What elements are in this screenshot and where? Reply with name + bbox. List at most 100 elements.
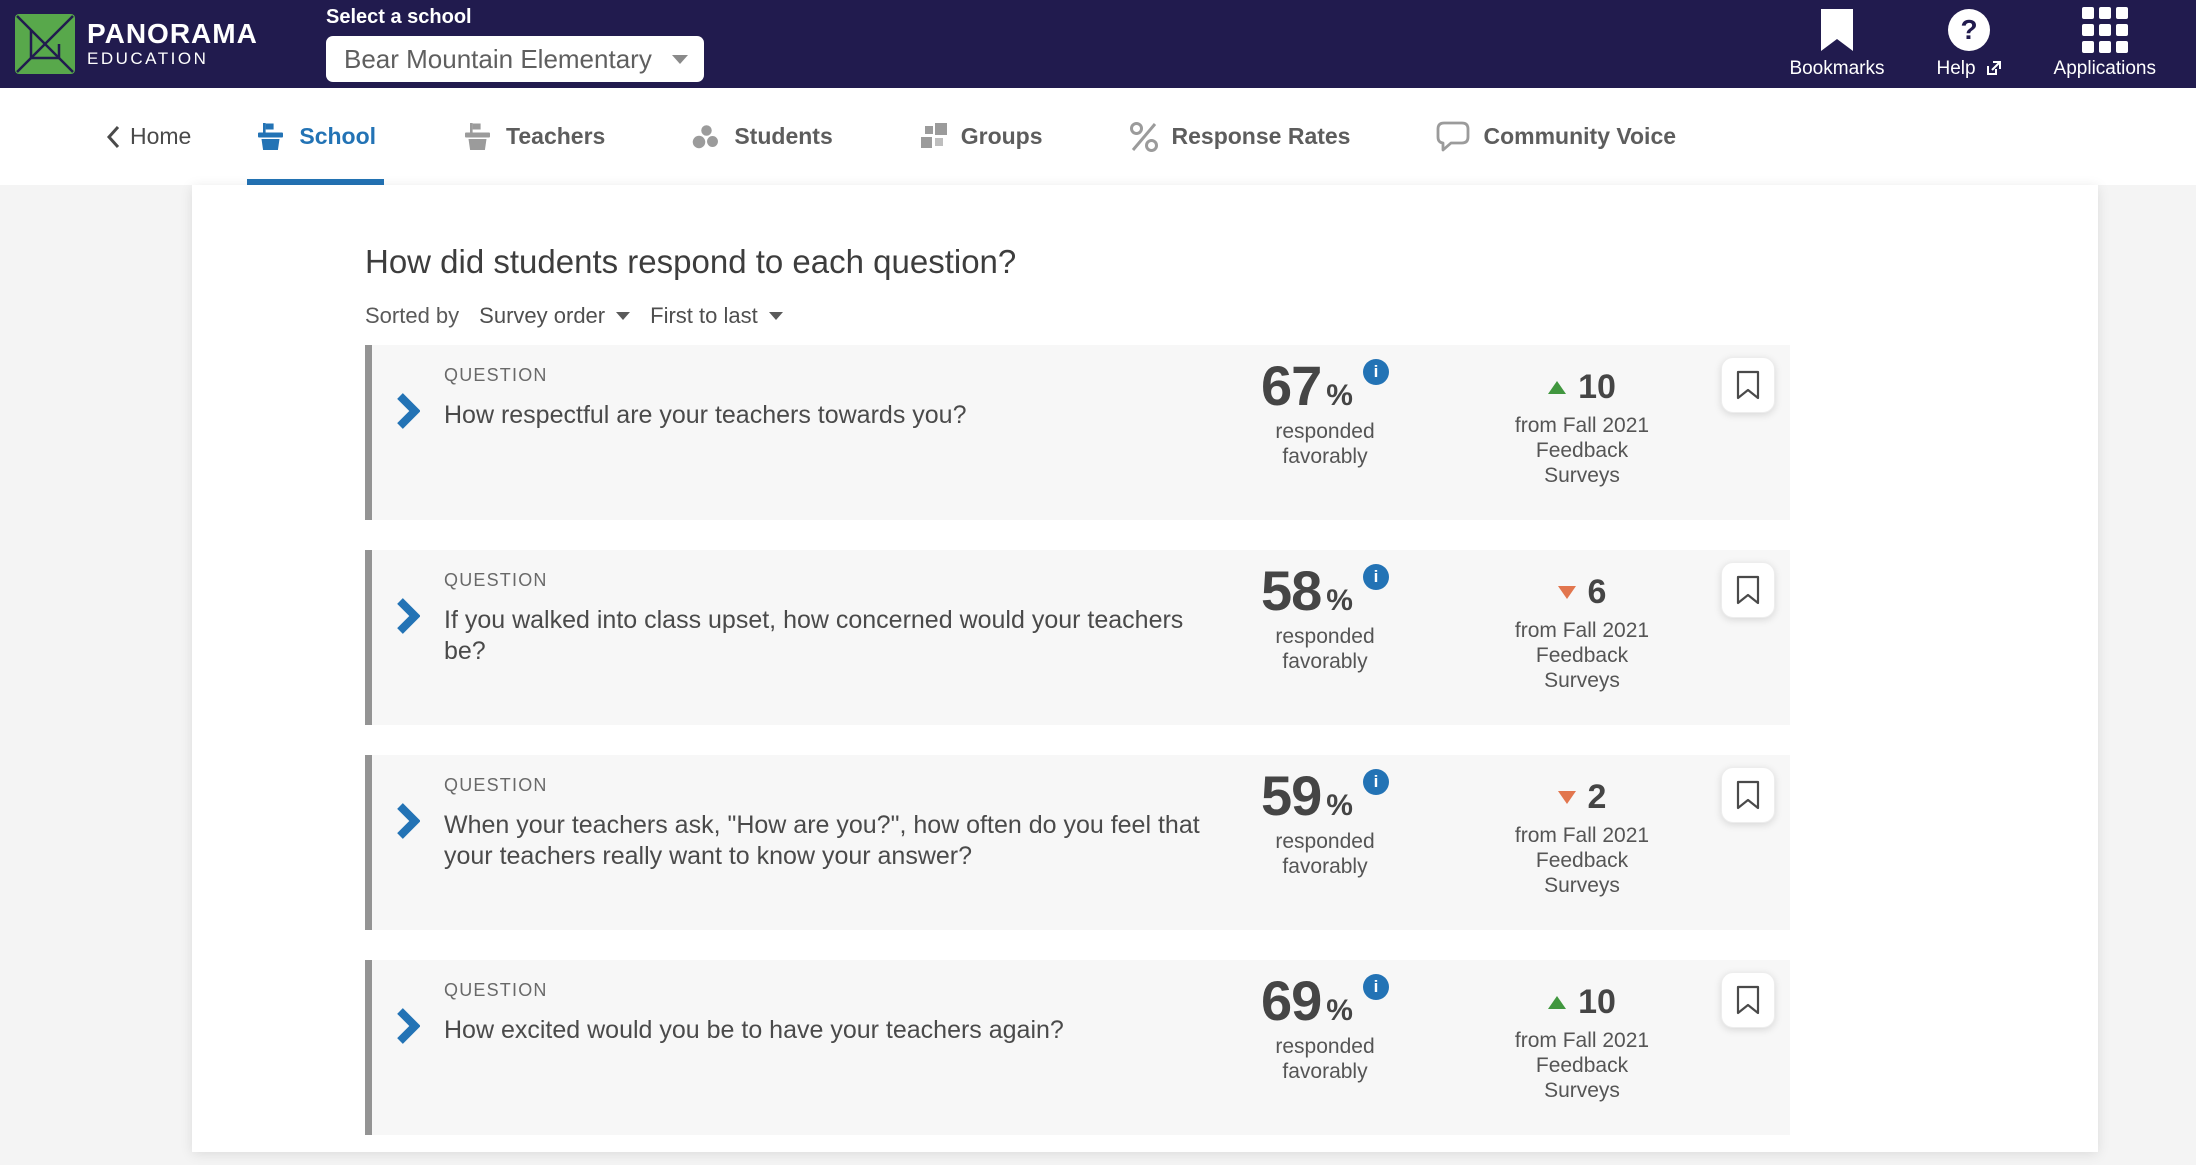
info-icon[interactable]: i <box>1362 974 1389 1000</box>
change-stat: 10 from Fall 2021 Feedback Surveys <box>1497 367 1667 488</box>
bookmark-icon <box>1736 370 1760 400</box>
question-card: QUESTION How respectful are your teacher… <box>365 345 1790 520</box>
chevron-down-icon <box>672 54 688 64</box>
percent-sign: % <box>1326 789 1353 822</box>
favorable-stat: 69 % i responded favorably <box>1200 972 1450 1084</box>
favorable-stat: 58 % i responded favorably <box>1200 562 1450 674</box>
chevron-left-icon <box>106 125 120 148</box>
percent-value: 58 <box>1261 559 1322 622</box>
panorama-logo-icon <box>15 14 75 74</box>
bookmark-button[interactable] <box>1721 972 1775 1028</box>
school-selector-label: Select a school <box>326 6 472 28</box>
selected-school: Bear Mountain Elementary <box>344 43 652 74</box>
tab-students[interactable]: Students <box>683 88 840 185</box>
main-content: How did students respond to each questio… <box>192 185 2098 1152</box>
help-button[interactable]: ? Help <box>1936 8 2001 80</box>
tab-response-rates[interactable]: Response Rates <box>1121 88 1359 185</box>
question-text[interactable]: When your teachers ask, "How are you?", … <box>444 811 1200 870</box>
change-context: from Fall 2021 Feedback Surveys <box>1514 414 1650 487</box>
bookmark-icon <box>1736 575 1760 605</box>
expand-chevron-icon[interactable] <box>396 393 420 429</box>
header-actions: Bookmarks ? Help Applications <box>1789 0 2156 88</box>
change-stat: 6 from Fall 2021 Feedback Surveys <box>1497 572 1667 693</box>
question-text[interactable]: How excited would you be to have your te… <box>444 1016 1064 1044</box>
change-context: from Fall 2021 Feedback Surveys <box>1514 1029 1650 1102</box>
question-text[interactable]: How respectful are your teachers towards… <box>444 401 967 429</box>
percent-sign: % <box>1326 584 1353 617</box>
tab-groups[interactable]: Groups <box>911 88 1051 185</box>
tab-school[interactable]: School <box>247 88 384 185</box>
bookmark-icon <box>1736 985 1760 1015</box>
chevron-down-icon <box>616 312 631 320</box>
change-stat: 2 from Fall 2021 Feedback Surveys <box>1497 777 1667 898</box>
percent-value: 69 <box>1261 969 1322 1032</box>
question-card: QUESTION If you walked into class upset,… <box>365 550 1790 725</box>
stat-label: responded favorably <box>1275 830 1375 878</box>
info-icon[interactable]: i <box>1362 564 1389 590</box>
question-tag: QUESTION <box>444 570 548 590</box>
question-tag: QUESTION <box>444 775 548 795</box>
back-to-home-link[interactable]: Home <box>106 123 191 150</box>
applications-button[interactable]: Applications <box>2054 7 2156 80</box>
trend-up-icon <box>1548 995 1567 1009</box>
question-text[interactable]: If you walked into class upset, how conc… <box>444 606 1184 665</box>
expand-chevron-icon[interactable] <box>396 1008 420 1044</box>
change-context: from Fall 2021 Feedback Surveys <box>1514 824 1650 897</box>
tab-teachers[interactable]: Teachers <box>454 88 613 185</box>
info-icon[interactable]: i <box>1362 359 1389 385</box>
teachers-icon <box>465 123 491 150</box>
groups-icon <box>920 123 947 148</box>
trend-down-icon <box>1557 790 1576 804</box>
page-title: How did students respond to each questio… <box>365 243 1017 280</box>
sort-field-dropdown[interactable]: Survey order <box>479 303 631 329</box>
percent-icon <box>1129 121 1158 152</box>
change-value: 6 <box>1587 573 1607 611</box>
bookmarks-button[interactable]: Bookmarks <box>1789 8 1884 80</box>
bookmark-ribbon-icon <box>1820 8 1853 51</box>
help-icon: ? <box>1948 9 1990 51</box>
brand-name: PANORAMA <box>87 18 258 49</box>
question-card-list: QUESTION How respectful are your teacher… <box>365 345 1790 1165</box>
sorted-by-label: Sorted by <box>365 303 460 328</box>
percent-value: 67 <box>1261 354 1322 417</box>
nav-tabs: School Teachers Students <box>247 88 1684 185</box>
chevron-down-icon <box>768 312 783 320</box>
bookmark-button[interactable] <box>1721 357 1775 413</box>
question-tag: QUESTION <box>444 980 548 1000</box>
primary-nav: Home School Teachers <box>0 88 2196 185</box>
question-card: QUESTION How excited would you be to hav… <box>365 960 1790 1135</box>
question-tag: QUESTION <box>444 365 548 385</box>
bookmark-button[interactable] <box>1721 562 1775 618</box>
percent-value: 59 <box>1261 764 1322 827</box>
change-value: 10 <box>1578 368 1616 406</box>
percent-sign: % <box>1326 379 1353 412</box>
stat-label: responded favorably <box>1275 1035 1375 1083</box>
brand-logo-link[interactable]: PANORAMA EDUCATION <box>14 13 258 75</box>
trend-down-icon <box>1557 585 1576 599</box>
tab-community-voice[interactable]: Community Voice <box>1428 88 1684 185</box>
info-icon[interactable]: i <box>1362 769 1389 795</box>
expand-chevron-icon[interactable] <box>396 598 420 634</box>
change-context: from Fall 2021 Feedback Surveys <box>1514 619 1650 692</box>
school-select-dropdown[interactable]: Bear Mountain Elementary <box>326 36 704 82</box>
school-selector: Select a school Bear Mountain Elementary <box>326 6 704 82</box>
external-link-icon <box>1986 61 2001 75</box>
bookmark-button[interactable] <box>1721 767 1775 823</box>
favorable-stat: 59 % i responded favorably <box>1200 767 1450 879</box>
bookmark-icon <box>1736 780 1760 810</box>
question-card: QUESTION When your teachers ask, "How ar… <box>365 755 1790 930</box>
change-value: 10 <box>1578 983 1616 1021</box>
applications-grid-icon <box>2081 7 2128 53</box>
trend-up-icon <box>1548 380 1567 394</box>
change-value: 2 <box>1587 778 1607 816</box>
expand-chevron-icon[interactable] <box>396 803 420 839</box>
sort-direction-dropdown[interactable]: First to last <box>650 303 783 329</box>
app-header: PANORAMA EDUCATION Select a school Bear … <box>0 0 2196 88</box>
students-icon <box>691 123 720 150</box>
stat-label: responded favorably <box>1275 625 1375 673</box>
school-icon <box>258 123 284 150</box>
sort-controls: Sorted by Survey order First to last <box>365 303 783 329</box>
stat-label: responded favorably <box>1275 420 1375 468</box>
brand-subname: EDUCATION <box>87 49 209 68</box>
favorable-stat: 67 % i responded favorably <box>1200 357 1450 469</box>
